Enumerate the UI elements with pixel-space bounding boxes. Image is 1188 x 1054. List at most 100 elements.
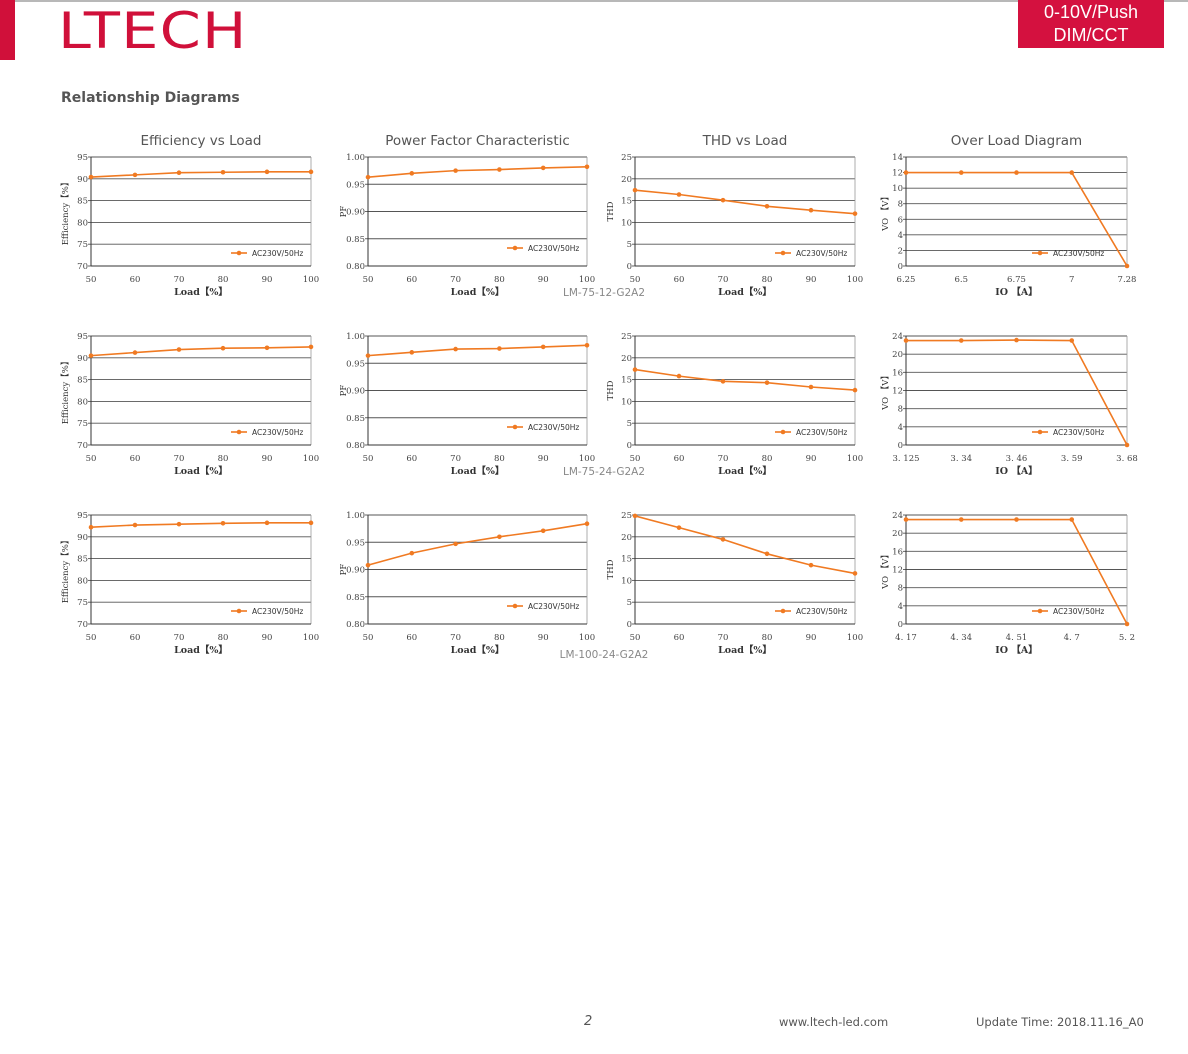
y-tick-label: 16: [892, 368, 903, 378]
x-tick-label: 3. 34: [950, 454, 972, 464]
x-tick-label: 80: [762, 275, 773, 285]
y-tick-label: 10: [892, 184, 903, 194]
y-tick-label: 1.00: [346, 511, 365, 521]
x-tick-label: 90: [262, 454, 273, 464]
y-axis-label: VO 【V】: [881, 192, 891, 232]
data-point: [1124, 263, 1130, 269]
model-label: LM-75-24-G2A2: [563, 466, 645, 478]
y-tick-label: 90: [77, 533, 88, 543]
data-point: [132, 350, 138, 355]
x-tick-label: 60: [406, 275, 417, 285]
series-line: [634, 189, 856, 215]
x-axis-label: Load【%】: [718, 286, 772, 298]
legend-marker: [1037, 429, 1043, 435]
y-tick-label: 80: [77, 397, 88, 407]
website-link[interactable]: www.ltech-led.com: [779, 1015, 889, 1029]
data-point: [764, 203, 770, 209]
badge-line-1: 0-10V/Push: [1043, 2, 1139, 22]
series-line: [367, 522, 588, 566]
x-axis-label: Load【%】: [174, 644, 228, 656]
x-axis-label: Load【%】: [451, 286, 505, 298]
data-point: [808, 562, 814, 568]
x-tick-label: 80: [494, 454, 505, 464]
x-tick-label: 70: [174, 454, 185, 464]
y-tick-label: 0.85: [346, 414, 365, 424]
x-tick-label: 80: [762, 454, 773, 464]
data-point: [903, 517, 909, 522]
x-tick-label: 90: [262, 633, 273, 643]
y-tick-label: 0.95: [346, 359, 365, 369]
data-point: [308, 520, 314, 526]
x-tick-label: 60: [130, 454, 141, 464]
y-tick-label: 75: [77, 419, 88, 429]
series-line: [634, 368, 856, 391]
data-point: [903, 338, 909, 343]
data-point: [453, 346, 458, 352]
data-point: [676, 373, 682, 379]
x-tick-label: 6.5: [954, 275, 968, 285]
x-tick-label: 4. 34: [950, 633, 972, 643]
y-tick-label: 0.80: [346, 441, 365, 451]
data-point: [764, 380, 770, 385]
series-line: [367, 166, 588, 178]
badge-line-2: DIM/CCT: [1053, 25, 1129, 45]
y-axis-label: Efficiency【%】: [61, 178, 71, 246]
x-tick-label: 70: [718, 275, 729, 285]
data-point: [852, 571, 858, 576]
x-tick-label: 5. 2: [1119, 633, 1135, 643]
x-tick-label: 6.75: [1007, 275, 1026, 285]
y-tick-label: 1.00: [346, 153, 365, 163]
data-point: [1014, 517, 1019, 522]
y-tick-label: 0: [898, 441, 903, 451]
legend-label: AC230V/50Hz: [252, 249, 303, 258]
page-number: 2: [584, 1014, 593, 1029]
y-tick-label: 10: [621, 218, 632, 228]
y-tick-label: 24: [892, 511, 903, 521]
y-tick-label: 2: [898, 246, 903, 256]
data-point: [409, 171, 415, 176]
model-label: LM-75-12-G2A2: [563, 287, 645, 299]
x-tick-label: 90: [262, 275, 273, 285]
y-tick-label: 4: [898, 231, 903, 241]
x-tick-label: 70: [174, 275, 185, 285]
data-point: [632, 367, 638, 372]
x-tick-label: 50: [363, 275, 374, 285]
x-axis-label: IO 【A】: [995, 644, 1037, 656]
x-tick-label: 70: [718, 454, 729, 464]
y-tick-label: 5: [627, 240, 632, 250]
y-tick-label: 70: [77, 620, 88, 630]
y-tick-label: 0.95: [346, 538, 365, 548]
x-tick-label: 70: [450, 454, 461, 464]
data-point: [540, 344, 546, 350]
y-tick-label: 85: [77, 555, 88, 565]
data-point: [808, 207, 814, 213]
data-point: [88, 353, 94, 358]
y-axis-label: VO 【V】: [881, 371, 891, 411]
legend-label: AC230V/50Hz: [1053, 249, 1104, 258]
x-tick-label: 60: [130, 275, 141, 285]
data-point: [132, 522, 138, 528]
y-tick-label: 4: [898, 602, 903, 612]
x-tick-label: 4. 17: [895, 633, 917, 643]
y-tick-label: 95: [77, 332, 88, 342]
x-tick-label: 80: [218, 275, 229, 285]
y-tick-label: 20: [892, 529, 903, 539]
y-tick-label: 70: [77, 262, 88, 272]
data-point: [220, 169, 226, 175]
data-point: [852, 387, 858, 393]
series-line: [90, 346, 312, 357]
y-tick-label: 80: [77, 218, 88, 228]
top-border: [0, 0, 1188, 2]
section-title: Relationship Diagrams: [61, 90, 240, 106]
y-tick-label: 10: [621, 576, 632, 586]
data-point: [365, 562, 371, 568]
x-tick-label: 6.25: [897, 275, 916, 285]
y-tick-label: 4: [898, 423, 903, 433]
y-tick-label: 20: [621, 354, 632, 364]
y-tick-label: 15: [621, 197, 632, 207]
x-tick-label: 7.28: [1118, 275, 1137, 285]
data-point: [264, 520, 270, 526]
legend-marker: [780, 250, 786, 256]
x-tick-label: 70: [450, 633, 461, 643]
